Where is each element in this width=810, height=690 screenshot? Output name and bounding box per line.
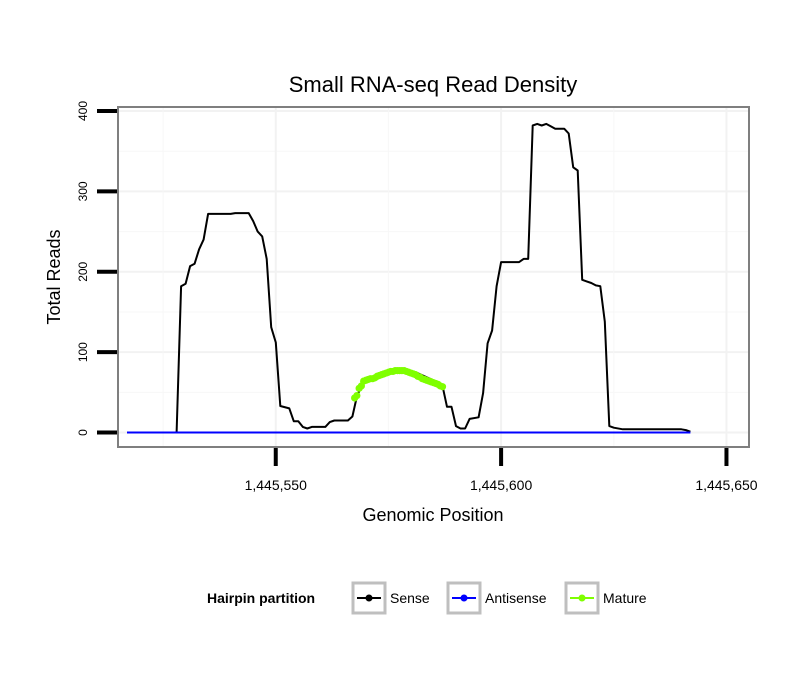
y-tick-label: 200 xyxy=(76,261,90,281)
legend-items: Sense Antisense Mature xyxy=(351,581,647,615)
plot-panel xyxy=(117,106,750,448)
y-axis-label: Total Reads xyxy=(44,229,64,324)
y-tick-label: 0 xyxy=(76,429,90,436)
grid-lines xyxy=(119,108,748,446)
legend-key-point xyxy=(365,594,373,602)
legend-title: Hairpin partition xyxy=(207,590,315,606)
y-tick-label: 300 xyxy=(76,181,90,201)
legend-key-point xyxy=(578,594,586,602)
series-mature-point xyxy=(438,383,447,391)
x-axis-label: Genomic Position xyxy=(362,505,503,525)
chart-title: Small RNA-seq Read Density xyxy=(289,72,578,97)
legend-key-point xyxy=(460,594,468,602)
axes-layer: 0 100 200 300 400 1,445,550 1,445,600 1,445,650 xyxy=(76,101,758,493)
y-tick-label: 100 xyxy=(76,342,90,362)
legend: Hairpin partition Sense Antisense Mature xyxy=(207,581,647,615)
y-tick-label: 400 xyxy=(76,101,90,121)
legend-label-sense: Sense xyxy=(390,590,430,606)
legend-label-antisense: Antisense xyxy=(485,590,547,606)
series-mature-point xyxy=(353,391,361,400)
legend-label-mature: Mature xyxy=(603,590,647,606)
x-tick-label: 1,445,650 xyxy=(695,477,757,493)
x-tick-label: 1,445,600 xyxy=(470,477,532,493)
series-layer xyxy=(127,122,691,434)
x-tick-label: 1,445,550 xyxy=(245,477,307,493)
